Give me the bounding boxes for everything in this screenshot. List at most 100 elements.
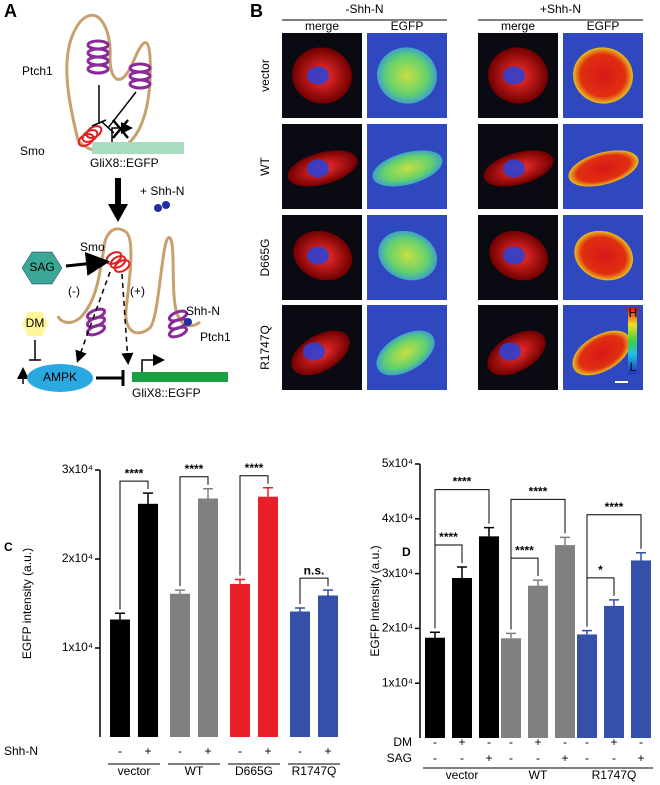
label: Smo bbox=[80, 240, 105, 254]
panel-label: A bbox=[4, 1, 17, 21]
bar bbox=[258, 496, 278, 737]
y-tick-label: 3x10⁴ bbox=[62, 462, 93, 476]
condition-sign: + bbox=[264, 744, 271, 758]
panel-label: C bbox=[4, 540, 13, 554]
condition-label: DM bbox=[393, 735, 412, 749]
error-bar bbox=[235, 578, 245, 584]
reporter bbox=[132, 372, 228, 382]
bar bbox=[577, 634, 597, 738]
y-tick-label: 1x10⁴ bbox=[382, 675, 413, 689]
cell bbox=[574, 230, 634, 281]
condition-sign: - bbox=[585, 735, 589, 749]
y-tick-label: 5x10⁴ bbox=[382, 456, 413, 470]
error-bar bbox=[323, 589, 333, 596]
y-tick-label: 1x10⁴ bbox=[62, 640, 93, 654]
significance-label: **** bbox=[439, 530, 458, 544]
condition-sign: + bbox=[610, 735, 617, 749]
cell bbox=[376, 330, 435, 376]
significance-label: **** bbox=[529, 485, 548, 499]
arrow bbox=[111, 122, 133, 142]
significance-label: **** bbox=[185, 462, 204, 476]
arrow bbox=[108, 204, 128, 222]
label: + Shh-N bbox=[140, 184, 184, 198]
nucleus bbox=[503, 159, 525, 178]
label: Ptch1 bbox=[22, 64, 53, 78]
condition-label: +Shh-N bbox=[540, 2, 581, 16]
bar bbox=[318, 595, 338, 737]
bar bbox=[230, 583, 250, 737]
error-bar bbox=[609, 599, 619, 606]
bar bbox=[425, 637, 445, 738]
condition-sign: - bbox=[612, 751, 616, 765]
condition-sign: + bbox=[204, 744, 211, 758]
cell bbox=[572, 330, 631, 376]
significance-label: **** bbox=[245, 461, 264, 475]
significance-bracket bbox=[510, 498, 566, 630]
dm-hex bbox=[22, 312, 48, 336]
bar bbox=[555, 545, 575, 738]
significance-bracket bbox=[179, 476, 209, 587]
error-bar bbox=[115, 612, 125, 620]
condition-sign: - bbox=[433, 751, 437, 765]
smo-coil bbox=[105, 251, 131, 273]
panel-label: D bbox=[402, 545, 411, 559]
error-bar bbox=[560, 536, 570, 546]
column-label: EGFP bbox=[391, 19, 424, 33]
y-tick-label: 2x10⁴ bbox=[382, 621, 413, 635]
group-label: R1747Q bbox=[592, 768, 637, 782]
label: GliX8::EGFP bbox=[132, 386, 201, 400]
error-bar bbox=[263, 487, 273, 497]
ptch1-coil bbox=[86, 39, 152, 90]
arrow bbox=[141, 354, 165, 372]
panel-a: A Ptch1 Smo GliX8::EGFP + Shh-N Shh-N Pt… bbox=[4, 1, 231, 400]
label: (+) bbox=[130, 284, 145, 298]
significance-bracket bbox=[586, 514, 642, 627]
dot bbox=[154, 204, 162, 212]
y-tick-label: 3x10⁴ bbox=[382, 566, 413, 580]
error-bar bbox=[143, 492, 153, 504]
significance-bracket bbox=[434, 489, 490, 629]
bar bbox=[170, 593, 190, 737]
row-label: WT bbox=[258, 157, 272, 176]
nucleus bbox=[307, 159, 329, 178]
error-bar bbox=[175, 589, 185, 594]
nucleus bbox=[307, 66, 329, 85]
cell bbox=[568, 150, 639, 187]
arrow bbox=[121, 273, 134, 365]
block bbox=[112, 119, 129, 139]
color-scale bbox=[628, 308, 637, 374]
condition-sign: + bbox=[561, 751, 568, 765]
column-label: merge bbox=[305, 19, 339, 33]
condition-sign: - bbox=[298, 744, 302, 758]
condition-label: -Shh-N bbox=[345, 2, 383, 16]
label: GliX8::EGFP bbox=[90, 156, 159, 170]
significance-label: **** bbox=[515, 543, 534, 557]
membrane bbox=[102, 227, 201, 335]
row-label: D665G bbox=[258, 238, 272, 276]
cell bbox=[378, 230, 438, 281]
condition-sign: + bbox=[485, 751, 492, 765]
significance-label: **** bbox=[453, 475, 472, 489]
condition-sign: - bbox=[585, 751, 589, 765]
significance-label: **** bbox=[605, 500, 624, 514]
y-axis-label: EGFP intensity (a.u.) bbox=[20, 548, 34, 659]
nucleus bbox=[499, 342, 521, 361]
error-bar bbox=[430, 631, 440, 638]
bar bbox=[290, 611, 310, 737]
y-tick-label: 2x10⁴ bbox=[62, 551, 93, 565]
error-bar bbox=[582, 629, 592, 635]
error-bar bbox=[484, 526, 494, 537]
nucleus bbox=[303, 342, 325, 361]
membrane bbox=[65, 13, 152, 153]
bar bbox=[110, 619, 130, 737]
condition-label: SAG bbox=[387, 751, 412, 765]
condition-sign: - bbox=[536, 751, 540, 765]
group-label: vector bbox=[118, 764, 151, 778]
y-axis-label: EGFP intensity (a.u.) bbox=[368, 545, 382, 656]
ampk bbox=[27, 364, 93, 392]
bar bbox=[479, 536, 499, 738]
label: (-) bbox=[68, 284, 80, 298]
column-label: merge bbox=[501, 19, 535, 33]
group-label: WT bbox=[529, 768, 548, 782]
